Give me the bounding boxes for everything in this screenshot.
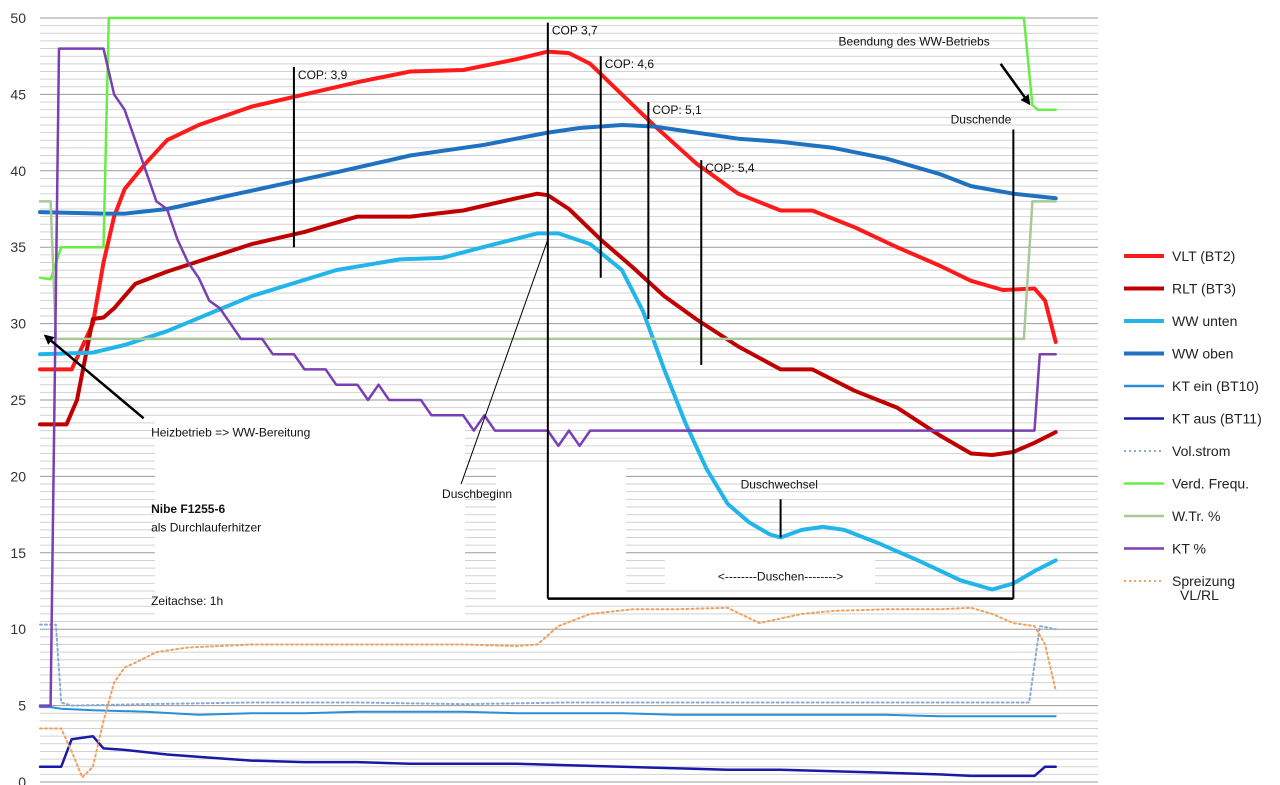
annotations: COP: 3,9 COP 3,7 COP: 4,6 COP: 5,1 COP: 5,4 D… [43, 22, 1031, 608]
series-line [39, 606, 1057, 779]
cop-label: COP: 3,9 [298, 68, 348, 82]
legend-label: Spreizung [1172, 573, 1235, 589]
y-tick-label: 5 [18, 698, 26, 714]
zeitachse-label: Zeitachse: 1h [151, 594, 223, 608]
series-line [38, 231, 1058, 592]
y-axis: 0 5 10 15 20 25 30 35 40 45 50 [10, 10, 26, 785]
series-line [38, 47, 1057, 707]
legend-label: RLT (BT3) [1172, 281, 1236, 297]
annotation-backgrounds [155, 420, 875, 620]
annotation-background [665, 558, 875, 588]
duschen-label: <--------Duschen--------> [718, 569, 843, 583]
series-line [39, 623, 1057, 707]
duschwechsel-label: Duschwechsel [741, 478, 818, 492]
series-line [38, 734, 1057, 778]
heizbetrieb-arrow [43, 334, 145, 420]
legend-label: VLT (BT2) [1172, 248, 1235, 264]
cop-label: COP 3,7 [552, 24, 598, 38]
legend-label: WW oben [1172, 346, 1233, 362]
legend-label: KT % [1172, 541, 1206, 557]
nibe-subtitle: als Durchlauferhitzer [151, 520, 261, 534]
legend-sublabel: VL/RL [1180, 587, 1219, 603]
grid [40, 17, 1098, 783]
duschbeginn-pointer [460, 239, 549, 485]
y-tick-label: 25 [10, 392, 26, 408]
y-tick-label: 0 [18, 774, 26, 785]
y-tick-label: 45 [10, 86, 26, 102]
legend-label: KT ein (BT10) [1172, 378, 1259, 394]
heizbetrieb-label: Heizbetrieb => WW-Bereitung [151, 426, 310, 440]
legend-label: Verd. Frequ. [1172, 476, 1249, 492]
y-tick-label: 50 [10, 10, 26, 26]
y-tick-label: 40 [10, 163, 26, 179]
beendung-label: Beendung des WW-Betriebs [839, 35, 990, 49]
series-line [39, 706, 1057, 718]
annotation-background [155, 420, 465, 620]
y-tick-label: 10 [10, 621, 26, 637]
legend-label: KT aus (BT11) [1172, 411, 1262, 427]
series-line [38, 123, 1058, 216]
beendung-arrow [999, 63, 1031, 106]
nibe-title: Nibe F1255-6 [151, 502, 225, 516]
y-tick-label: 30 [10, 316, 26, 332]
duschbeginn-label: Duschbeginn [442, 487, 512, 501]
duschende-label: Duschende [951, 113, 1012, 127]
legend: VLT (BT2) RLT (BT3) WW unten WW oben KT ein … [1124, 248, 1262, 603]
cop-label: COP: 5,4 [705, 161, 755, 175]
series-line [38, 16, 1057, 281]
y-tick-label: 20 [10, 468, 26, 484]
series-line [38, 200, 1057, 341]
legend-label: Vol.strom [1172, 443, 1230, 459]
y-tick-label: 15 [10, 545, 26, 561]
cop-label: COP: 5,1 [652, 103, 702, 117]
series-line [38, 49, 1058, 372]
cop-label: COP: 4,6 [605, 57, 655, 71]
legend-label: W.Tr. % [1172, 508, 1220, 524]
legend-label: WW unten [1172, 313, 1237, 329]
annotation-background [496, 465, 626, 605]
y-tick-label: 35 [10, 239, 26, 255]
